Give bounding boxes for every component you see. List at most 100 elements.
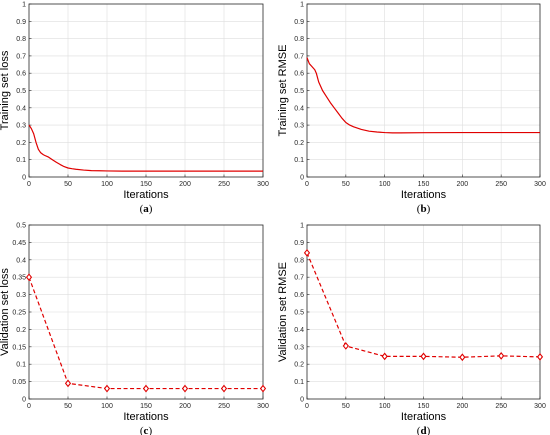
y-axis-label: Training set loss <box>0 50 11 130</box>
y-tick-label: 0.2 <box>16 327 26 334</box>
x-tick-label: 50 <box>64 403 72 410</box>
x-tick-label: 250 <box>495 181 507 188</box>
data-point-marker <box>220 384 228 393</box>
x-tick-label: 150 <box>418 181 430 188</box>
y-tick-label: 0.2 <box>294 140 304 147</box>
panel-caption: (d) <box>417 425 431 435</box>
y-tick-label: 0.3 <box>16 123 26 130</box>
series-line <box>306 57 540 134</box>
x-tick-label: 250 <box>218 181 230 188</box>
y-tick-label: 0.2 <box>16 140 26 147</box>
x-tick-label: 200 <box>456 181 468 188</box>
y-tick-label: 1 <box>22 2 26 9</box>
y-tick-label: 0.45 <box>12 240 26 247</box>
y-tick-label: 0 <box>300 175 304 182</box>
data-point-marker <box>181 384 189 393</box>
y-tick-label: 0.35 <box>12 275 26 282</box>
x-tick-label: 100 <box>379 403 391 410</box>
x-tick-label: 250 <box>495 403 507 410</box>
y-tick-label: 0 <box>22 397 26 404</box>
x-tick-label: 0 <box>305 181 309 188</box>
data-point-marker <box>259 384 267 393</box>
y-tick-label: 0.4 <box>16 257 26 264</box>
data-point-marker <box>303 248 311 257</box>
y-tick-label: 0.7 <box>294 53 304 60</box>
x-axis-label: Iterations <box>123 411 169 423</box>
x-tick-label: 250 <box>218 403 230 410</box>
y-tick-label: 0.5 <box>294 88 304 95</box>
y-tick-label: 0.8 <box>294 36 304 43</box>
x-tick-label: 300 <box>257 403 269 410</box>
x-tick-label: 100 <box>101 403 113 410</box>
y-tick-label: 0.05 <box>12 379 26 386</box>
y-tick-label: 0.9 <box>294 19 304 26</box>
y-tick-label: 0.5 <box>294 310 304 317</box>
y-tick-label: 1 <box>300 223 304 230</box>
panel-caption: (a) <box>140 203 153 215</box>
data-point-marker <box>103 384 111 393</box>
y-tick-label: 0 <box>22 175 26 182</box>
x-tick-label: 100 <box>379 181 391 188</box>
y-tick-label: 0.6 <box>16 71 26 78</box>
y-tick-label: 0.6 <box>294 292 304 299</box>
data-point-marker <box>342 342 349 350</box>
x-tick-label: 200 <box>456 403 468 410</box>
x-tick-label: 300 <box>257 181 269 188</box>
y-tick-label: 0.5 <box>16 223 26 230</box>
y-tick-label: 0.4 <box>294 327 304 334</box>
data-point-marker <box>498 351 505 360</box>
series-line <box>28 124 263 172</box>
x-tick-label: 150 <box>140 181 152 188</box>
x-tick-label: 50 <box>342 181 350 188</box>
data-point-marker <box>420 352 427 361</box>
y-tick-label: 0.8 <box>16 36 26 43</box>
x-tick-label: 100 <box>101 181 113 188</box>
x-tick-label: 0 <box>27 403 31 410</box>
data-point-marker <box>536 353 544 361</box>
y-tick-label: 0.25 <box>12 310 26 317</box>
chart-panel-d: 0 50 100 150 200 250 300 0 0.1 0.2 0.3 0.4 0.5 0.6 0.7… <box>277 223 546 435</box>
data-point-marker <box>64 379 72 388</box>
y-axis-label: Validation set loss <box>0 268 11 356</box>
data-point-marker <box>459 353 466 362</box>
y-tick-label: 0.9 <box>294 240 304 247</box>
x-axis-label: Iterations <box>401 189 447 201</box>
y-tick-label: 0.3 <box>294 123 304 130</box>
x-tick-label: 150 <box>140 403 152 410</box>
data-point-marker <box>142 384 150 393</box>
y-tick-label: 0 <box>300 397 304 404</box>
y-tick-label: 0.9 <box>16 19 26 26</box>
x-tick-label: 200 <box>179 403 191 410</box>
x-tick-label: 0 <box>305 403 309 410</box>
x-tick-label: 0 <box>27 181 31 188</box>
y-tick-label: 0.15 <box>12 344 26 351</box>
data-point-marker <box>25 273 33 282</box>
y-axis-label: Validation set RMSE <box>277 262 289 362</box>
x-tick-label: 150 <box>418 403 430 410</box>
chart-panel-a: 0 50 100 150 200 250 300 0 0.1 0.2 0.3 0.4 0.5 0.6 0.7… <box>0 2 269 216</box>
chart-panel-b: 0 50 100 150 200 250 300 0 0.1 0.2 0.3 0.4 0.5 0.6 0.7… <box>277 2 546 216</box>
x-tick-label: 300 <box>534 403 546 410</box>
y-tick-label: 0.2 <box>294 362 304 369</box>
y-tick-label: 0.1 <box>16 157 26 164</box>
x-tick-label: 50 <box>64 181 72 188</box>
y-tick-label: 0.6 <box>294 71 304 78</box>
y-tick-label: 0.7 <box>294 275 304 282</box>
y-axis-label: Training set RMSE <box>277 45 289 137</box>
y-tick-label: 0.3 <box>294 344 304 351</box>
panel-caption: (c) <box>140 425 153 435</box>
x-axis-label: Iterations <box>401 411 447 423</box>
y-tick-label: 0.7 <box>16 53 26 60</box>
x-tick-label: 200 <box>179 181 191 188</box>
y-tick-label: 0.3 <box>16 292 26 299</box>
y-tick-label: 0.1 <box>294 379 304 386</box>
x-tick-label: 50 <box>342 403 350 410</box>
data-point-marker <box>381 352 388 361</box>
x-axis-label: Iterations <box>123 189 169 201</box>
y-tick-label: 1 <box>300 2 304 9</box>
y-tick-label: 0.5 <box>16 88 26 95</box>
y-tick-label: 0.4 <box>16 105 26 112</box>
panel-caption: (b) <box>417 203 431 215</box>
y-tick-label: 0.4 <box>294 105 304 112</box>
